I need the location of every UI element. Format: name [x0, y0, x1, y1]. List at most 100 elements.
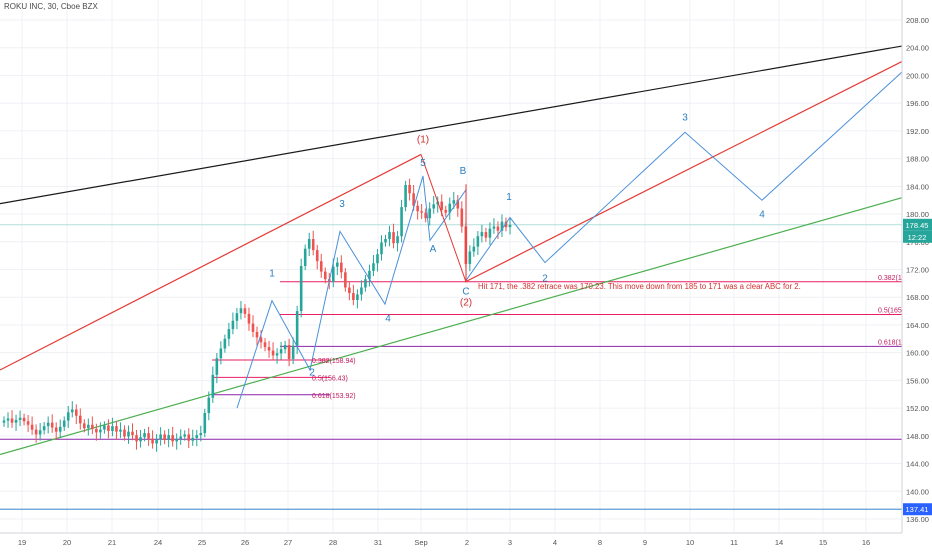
price-tick-label: 208.00: [906, 16, 929, 25]
candle-body: [14, 419, 18, 423]
price-tick-label: 204.00: [906, 44, 929, 53]
price-tick-label: 196.00: [906, 99, 929, 108]
fib-large-label: 0.5(165.5: [878, 308, 908, 315]
fib-small-label: 0.618(153.92): [312, 393, 356, 400]
candle-body: [380, 242, 383, 255]
candle-body: [6, 418, 10, 421]
candle-body: [500, 221, 504, 231]
candle-body: [267, 347, 271, 351]
candle-body: [255, 331, 259, 338]
wave-label: 5: [420, 158, 426, 169]
wave-paths: [236, 71, 903, 409]
candle-body: [99, 429, 102, 433]
time-tick-label: 14: [775, 538, 783, 547]
wave-label: B: [460, 166, 467, 177]
candle-body: [30, 424, 34, 430]
wave-label: 3: [682, 112, 688, 123]
time-tick-label: Sep: [414, 538, 427, 547]
candle-body: [38, 430, 42, 435]
candle-body: [348, 287, 351, 294]
candle-body: [22, 417, 26, 422]
candle-body: [340, 262, 343, 273]
wave-label: 4: [385, 313, 391, 324]
candle-body: [195, 435, 199, 438]
candle-body: [147, 433, 150, 439]
candle-body: [87, 424, 90, 429]
candle-body: [452, 200, 456, 204]
last-price-tag: 178.45: [906, 221, 929, 230]
price-tick-label: 160.00: [906, 349, 929, 358]
abc-path-line: [420, 154, 467, 283]
candle-body: [496, 226, 500, 231]
candle-body: [263, 342, 267, 348]
price-tick-label: 156.00: [906, 376, 929, 385]
candle-body: [444, 209, 448, 213]
candle-body: [54, 427, 58, 432]
candle-body: [95, 428, 98, 433]
time-axis[interactable]: 19 20 21 24 25 26 27 28 31 Sep 2 3 4 8 9 10 11 14 15 16: [0, 532, 902, 550]
time-tick-label: 11: [730, 538, 738, 547]
wave-label: 4: [759, 210, 765, 221]
candle-body: [283, 345, 287, 350]
candle-body: [332, 266, 335, 282]
candle-body: [307, 239, 311, 249]
time-axis-bg: [0, 533, 902, 550]
candle-body: [368, 270, 371, 280]
price-tick-label: 192.00: [906, 127, 929, 136]
price-axis[interactable]: 208.00 204.00 200.00 196.00 192.00 188.00 184.…: [901, 0, 932, 550]
wave-label: (2): [460, 298, 472, 309]
price-tick-label: 136.00: [906, 515, 929, 524]
price-tick-label: 180.00: [906, 210, 929, 219]
candle-body: [179, 436, 182, 439]
candle-body: [247, 313, 251, 324]
candle-body: [460, 208, 464, 227]
candle-body: [271, 350, 275, 356]
candle-body: [203, 412, 207, 434]
fib-small-label: 0.382(158.94): [312, 358, 356, 365]
candle-body: [243, 308, 247, 314]
price-tick-label: 168.00: [906, 293, 929, 302]
candle-body: [376, 254, 379, 264]
candle-body: [472, 246, 476, 252]
time-tick-label: 20: [63, 538, 71, 547]
trendline: [0, 40, 932, 205]
candle-body: [215, 358, 219, 375]
candle-body: [151, 438, 154, 444]
wave-label: 1: [506, 192, 512, 203]
candle-body: [74, 409, 78, 416]
candle-body: [468, 251, 472, 264]
time-tick-label: 24: [154, 538, 162, 547]
candle-body: [492, 226, 496, 229]
candle-body: [311, 239, 315, 251]
candle-body: [91, 424, 94, 429]
candle-body: [26, 421, 30, 425]
candle-body: [239, 308, 243, 314]
wave-label: (1): [417, 135, 429, 146]
candle-body: [127, 431, 130, 437]
candle-body: [131, 431, 134, 436]
candle-body: [18, 417, 22, 420]
wave-label: 2: [309, 368, 315, 379]
time-tick-label: 4: [553, 538, 557, 547]
candle-body: [231, 320, 235, 330]
candle-body: [319, 261, 323, 272]
candle-body: [123, 429, 126, 437]
wave-label: C: [462, 286, 469, 297]
candle-body: [432, 204, 435, 209]
candle-body: [416, 205, 419, 212]
candle-body: [211, 374, 215, 398]
candle-body: [62, 420, 66, 427]
candle-body: [396, 236, 399, 244]
candle-body: [219, 348, 223, 359]
candle-body: [275, 353, 279, 356]
candle-body: [440, 201, 444, 210]
last-price-tag-bg: [903, 218, 932, 231]
time-tick-label: 8: [598, 538, 602, 547]
chart-title: ROKU INC, 30, Cboe BZX: [4, 2, 98, 11]
candle-body: [251, 323, 255, 332]
grid-lines: [0, 0, 902, 533]
candle-body: [115, 426, 118, 432]
candle-body: [119, 429, 122, 432]
